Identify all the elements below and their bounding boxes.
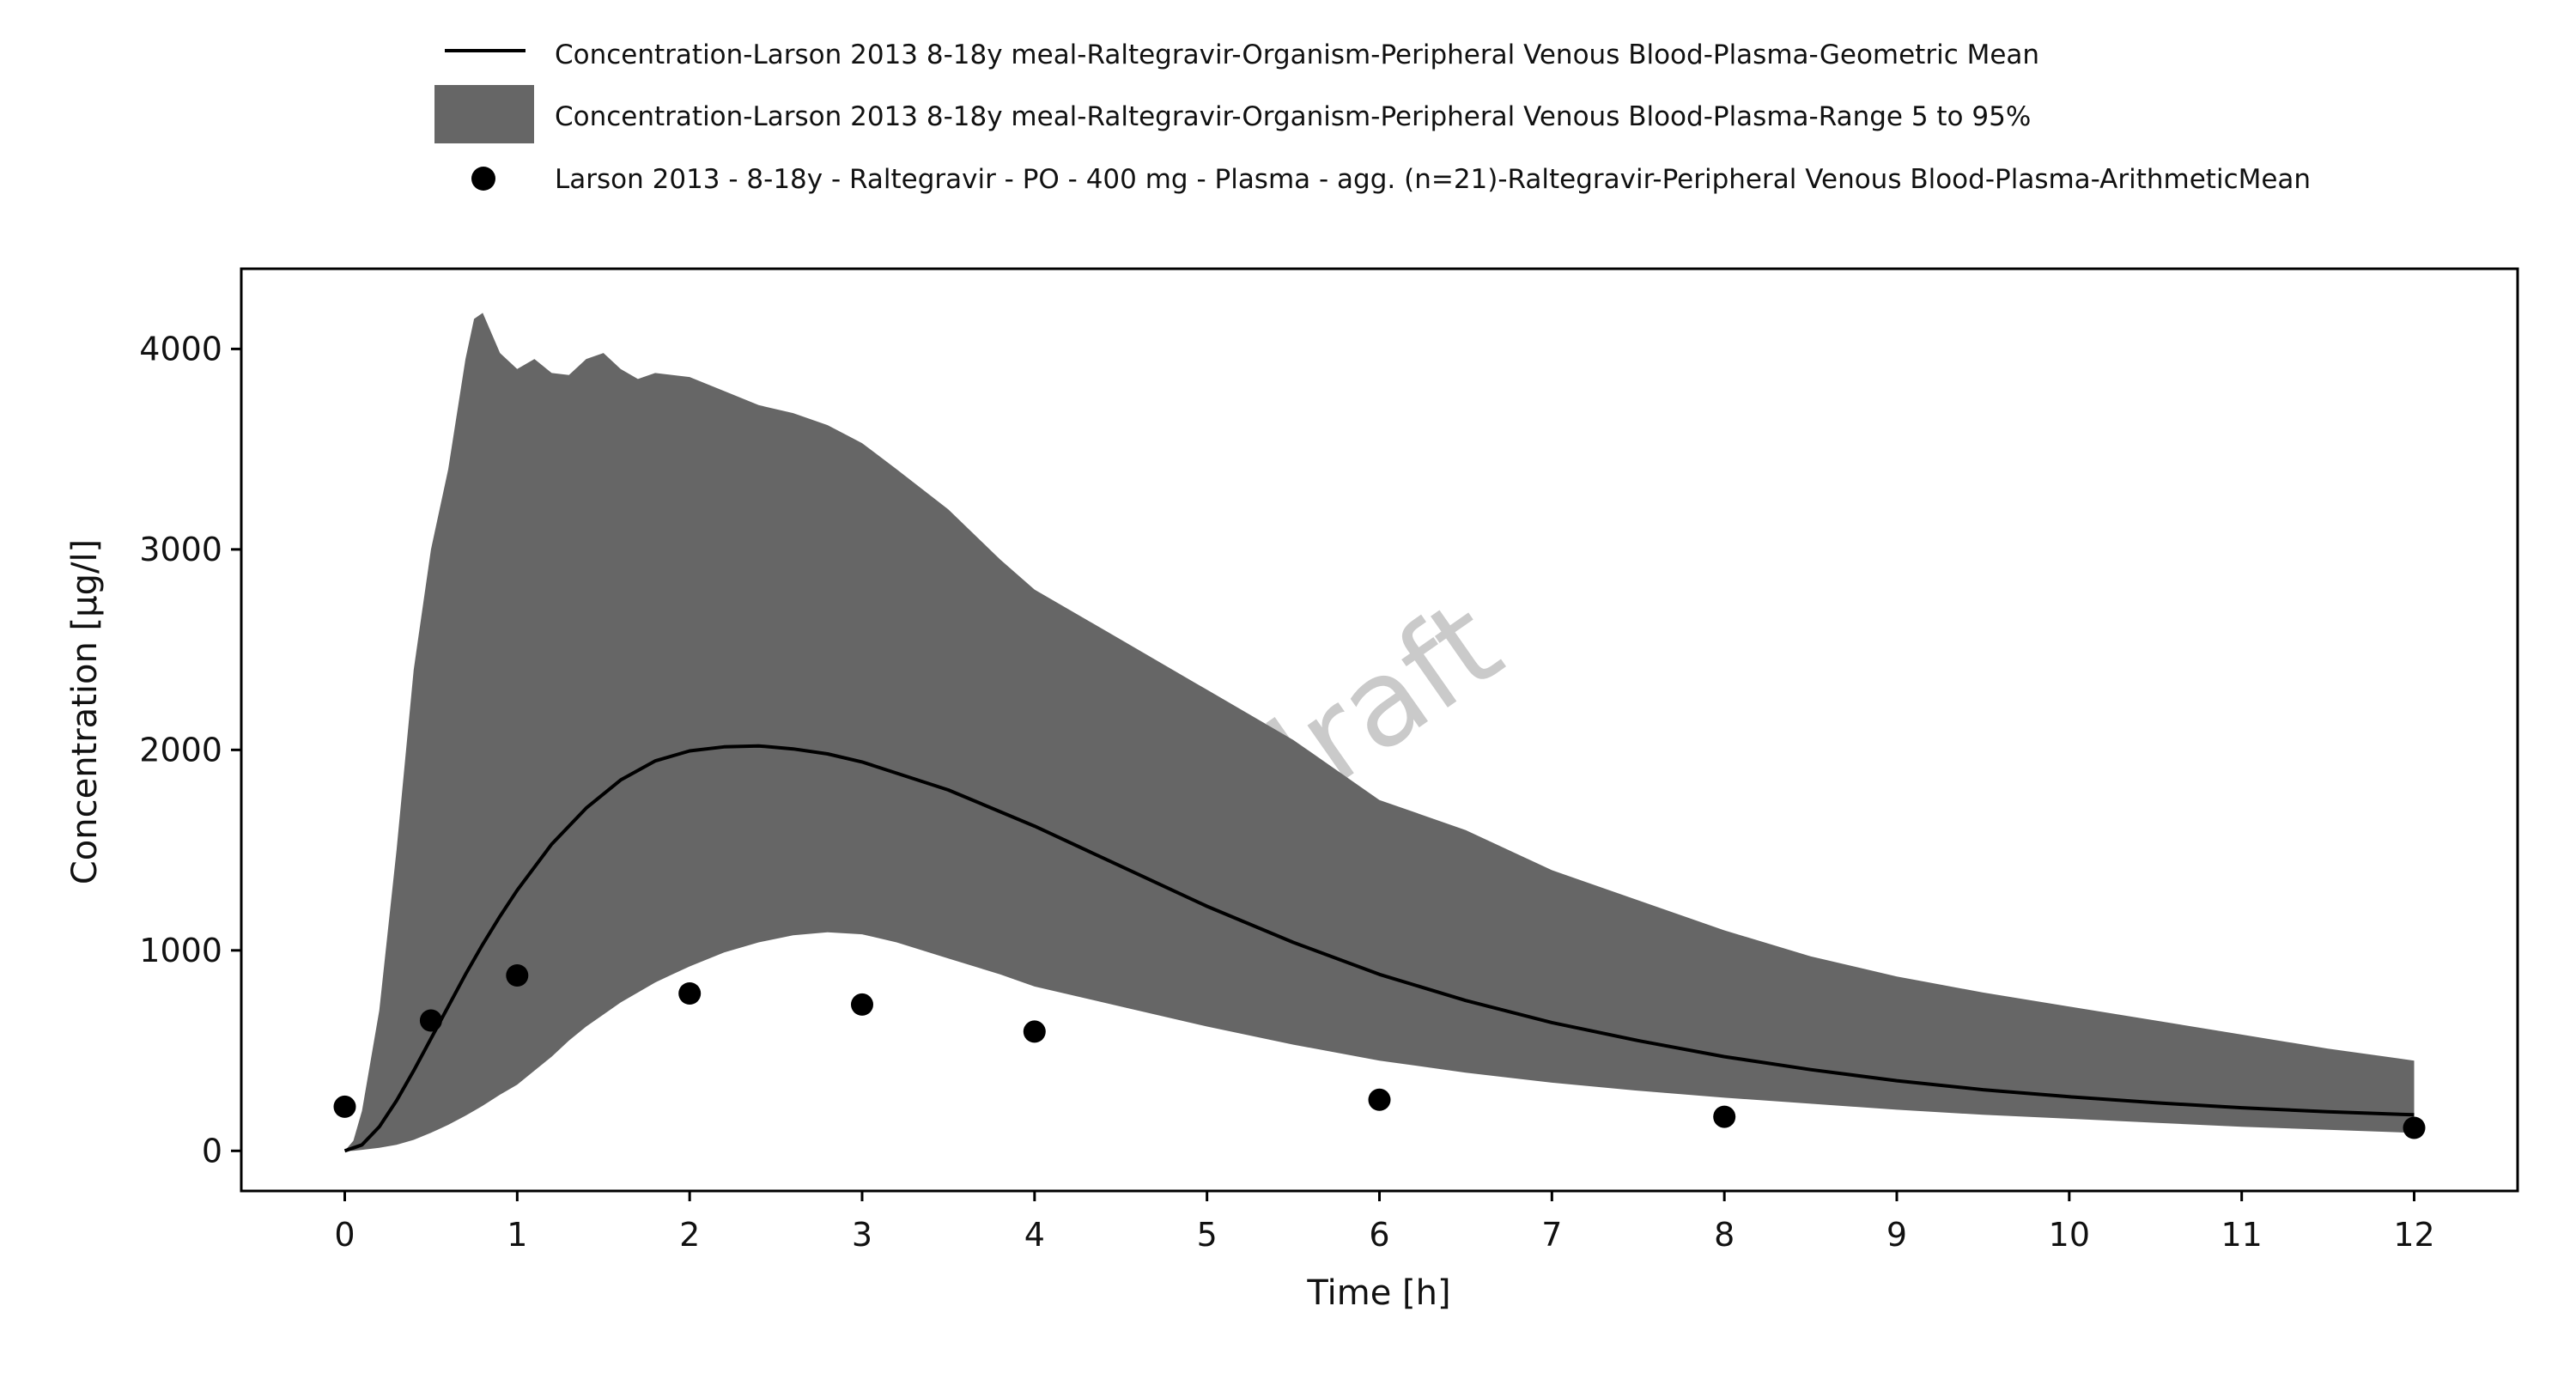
observed-point	[1713, 1105, 1736, 1128]
x-tick-label: 4	[1024, 1216, 1045, 1254]
observed-point	[1368, 1088, 1391, 1111]
observed-point	[851, 993, 873, 1016]
x-tick-label: 6	[1369, 1216, 1389, 1254]
y-tick-label: 2000	[139, 731, 222, 768]
y-tick-label: 1000	[139, 932, 222, 969]
y-tick-label: 0	[202, 1132, 222, 1169]
observed-point	[678, 982, 702, 1005]
x-tick-label: 0	[334, 1216, 355, 1254]
range-band	[344, 313, 2415, 1151]
y-axis-title: Concentration [µg/l]	[65, 539, 105, 884]
legend-point-swatch	[471, 167, 495, 191]
x-tick-label: 3	[852, 1216, 872, 1254]
observed-point	[419, 1009, 442, 1032]
observed-point	[2403, 1116, 2426, 1139]
x-tick-label: 12	[2393, 1216, 2434, 1254]
legend-band-swatch	[434, 85, 534, 143]
y-axis: 0 1000 2000 3000 4000	[139, 330, 241, 1169]
observed-point	[1023, 1020, 1046, 1043]
x-axis-title: Time [h]	[1306, 1273, 1450, 1313]
x-axis: 0 1 2 3 4 5 6 7 8 9 10 11 12	[334, 1191, 2435, 1254]
legend: Concentration-Larson 2013 8-18y meal-Ral…	[434, 39, 2311, 195]
geometric-mean-line	[343, 744, 2415, 1153]
x-tick-label: 9	[1886, 1216, 1907, 1254]
legend-label-observed: Larson 2013 - 8-18y - Raltegravir - PO -…	[555, 164, 2311, 195]
observed-point	[506, 964, 529, 987]
y-tick-label: 4000	[139, 330, 222, 368]
plot-area	[333, 313, 2426, 1153]
x-tick-label: 10	[2049, 1216, 2090, 1254]
x-tick-label: 5	[1197, 1216, 1218, 1254]
x-tick-label: 2	[679, 1216, 700, 1254]
x-tick-label: 8	[1714, 1216, 1735, 1254]
x-tick-label: 11	[2221, 1216, 2262, 1254]
x-tick-label: 1	[507, 1216, 527, 1254]
x-tick-label: 7	[1541, 1216, 1562, 1254]
legend-label-geometric-mean: Concentration-Larson 2013 8-18y meal-Ral…	[555, 39, 2039, 70]
observed-point	[333, 1095, 356, 1118]
legend-label-range: Concentration-Larson 2013 8-18y meal-Ral…	[555, 101, 2031, 132]
y-tick-label: 3000	[139, 531, 222, 568]
